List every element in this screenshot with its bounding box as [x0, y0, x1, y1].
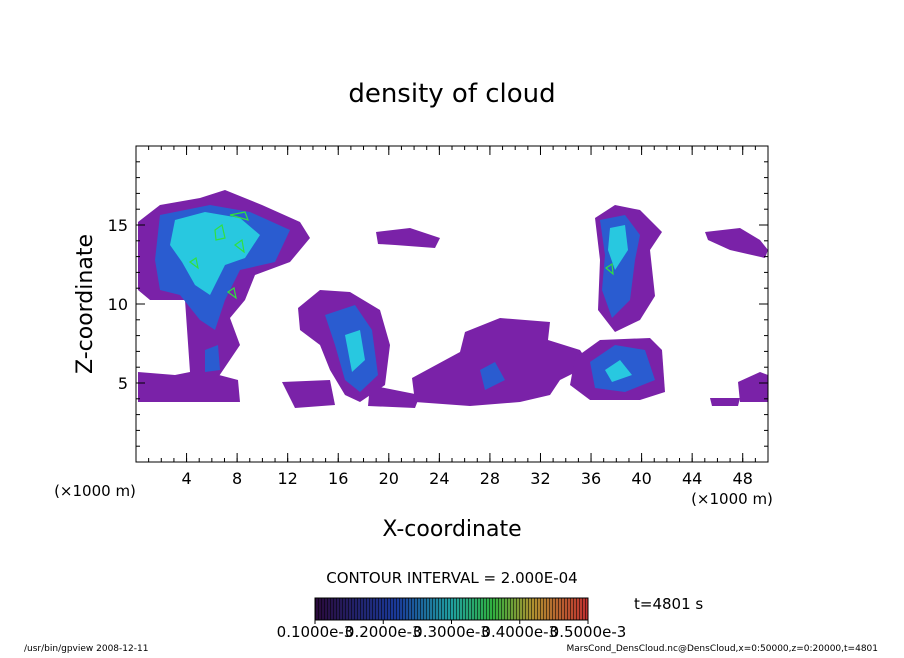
- x-tick-label: 20: [379, 469, 399, 488]
- x-tick-label: 44: [682, 469, 702, 488]
- colorbar-tick-label: 0.2000e-3: [345, 623, 422, 641]
- colorbar: [314, 597, 589, 624]
- colorbar-stripes: [314, 597, 589, 621]
- x-unit: (×1000 m): [54, 482, 136, 500]
- time-label: t=4801 s: [634, 595, 703, 613]
- x-tick-label: 24: [429, 469, 449, 488]
- y-tick-label: 10: [108, 295, 128, 314]
- x-tick-label: 28: [480, 469, 500, 488]
- x-tick-label: 40: [631, 469, 651, 488]
- y-axis-label: Z-coordinate: [73, 234, 98, 374]
- y-tick-label: 5: [118, 374, 128, 393]
- footer-right: MarsCond_DensCloud.nc@DensCloud,x=0:5000…: [567, 644, 879, 654]
- chart-title: density of cloud: [348, 79, 555, 109]
- x-tick-label: 12: [278, 469, 298, 488]
- colorbar-tick-label: 0.4000e-3: [481, 623, 558, 641]
- x-axis-label: X-coordinate: [382, 517, 521, 542]
- x-tick-label: 32: [530, 469, 550, 488]
- x-tick-label: 36: [581, 469, 601, 488]
- x-tick-label: 8: [232, 469, 242, 488]
- footer-left: /usr/bin/gpview 2008-12-11: [24, 644, 148, 654]
- x-tick-label: 48: [733, 469, 753, 488]
- x-tick-label: 4: [181, 469, 191, 488]
- x-tick-label: 16: [328, 469, 348, 488]
- colorbar-tick-label: 0.3000e-3: [413, 623, 490, 641]
- y-unit: (×1000 m): [691, 490, 773, 508]
- contour-interval: CONTOUR INTERVAL = 2.000E-04: [326, 569, 577, 587]
- colorbar-tick-label: 0.5000e-3: [550, 623, 627, 641]
- cloud-field: [138, 190, 768, 408]
- colorbar-tick-label: 0.1000e-3: [277, 623, 354, 641]
- y-tick-label: 15: [108, 216, 128, 235]
- axes: [135, 145, 769, 463]
